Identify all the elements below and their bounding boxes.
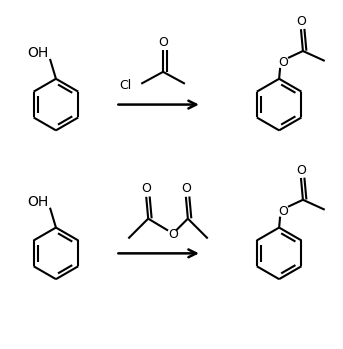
Text: O: O <box>141 183 151 195</box>
Text: O: O <box>181 183 191 195</box>
Text: Cl: Cl <box>119 79 131 92</box>
Text: O: O <box>278 205 288 218</box>
Text: OH: OH <box>27 195 49 209</box>
Text: O: O <box>296 164 306 177</box>
Text: O: O <box>296 15 306 28</box>
Text: OH: OH <box>27 46 49 60</box>
Text: O: O <box>168 228 178 241</box>
Text: O: O <box>278 57 288 69</box>
Text: O: O <box>158 36 168 49</box>
